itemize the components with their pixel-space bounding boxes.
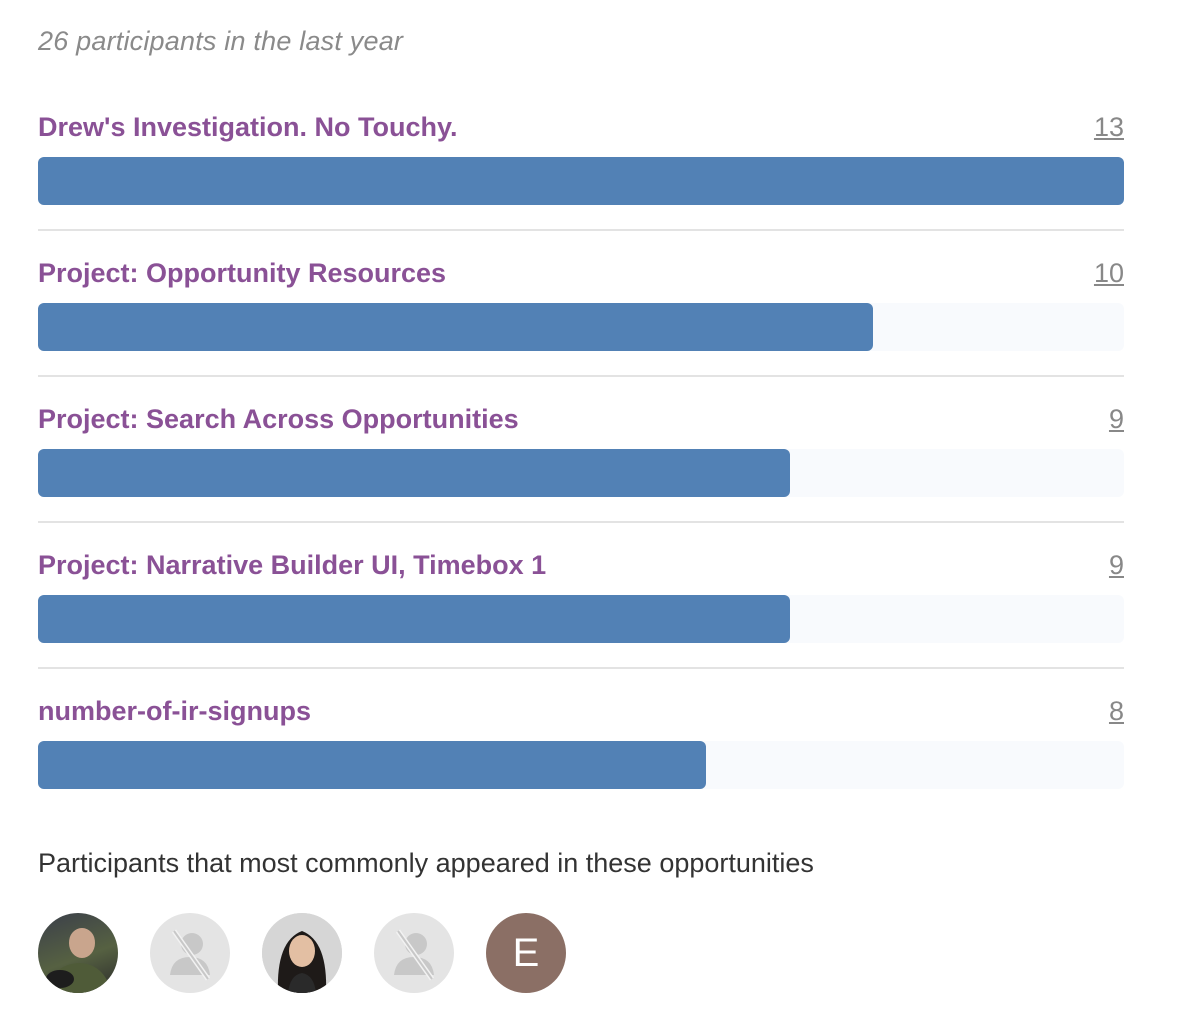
opportunity-count-link[interactable]: 10 — [1093, 258, 1124, 288]
no-user-icon — [394, 929, 435, 981]
opportunity-link[interactable]: Project: Opportunity Resources — [38, 258, 447, 288]
opportunity-count-link[interactable]: 13 — [1093, 112, 1124, 142]
opportunity-count-link[interactable]: 9 — [1108, 404, 1124, 434]
user-photo — [46, 928, 112, 993]
opportunity-count-link[interactable]: 8 — [1108, 696, 1124, 726]
bar-track — [38, 741, 1124, 789]
bar-track — [38, 157, 1124, 205]
avatar[interactable] — [262, 913, 342, 993]
user-photo — [262, 913, 342, 993]
opportunity-item: Project: Opportunity Resources 10 — [38, 246, 1124, 392]
opportunity-item: Drew's Investigation. No Touchy. 13 — [38, 100, 1124, 246]
divider — [38, 229, 1124, 231]
opportunity-item: number-of-ir-signups 8 — [38, 684, 1124, 830]
opportunity-link[interactable]: Project: Search Across Opportunities — [38, 404, 519, 434]
avatar[interactable] — [374, 913, 454, 993]
bar-fill — [38, 595, 790, 643]
divider — [38, 375, 1124, 377]
participants-title: Participants that most commonly appeared… — [38, 848, 814, 878]
opportunity-link[interactable]: Drew's Investigation. No Touchy. — [38, 112, 458, 142]
bar-track — [38, 595, 1124, 643]
bar-fill — [38, 449, 790, 497]
divider — [38, 667, 1124, 669]
opportunity-item: Project: Narrative Builder UI, Timebox 1… — [38, 538, 1124, 684]
bar-fill — [38, 741, 707, 789]
opportunity-item: Project: Search Across Opportunities 9 — [38, 392, 1124, 538]
avatar[interactable] — [38, 913, 118, 993]
bar-track — [38, 303, 1124, 351]
bar-fill — [38, 303, 874, 351]
participants-summary: 26 participants in the last year — [38, 26, 404, 56]
no-user-icon — [170, 929, 211, 981]
bar-track — [38, 449, 1124, 497]
opportunity-count-link[interactable]: 9 — [1108, 550, 1124, 580]
opportunity-link[interactable]: number-of-ir-signups — [38, 696, 311, 726]
avatar[interactable] — [150, 913, 230, 993]
opportunity-list: Drew's Investigation. No Touchy. 13 Proj… — [38, 100, 1124, 830]
avatar-initial[interactable]: E — [486, 913, 566, 993]
divider — [38, 521, 1124, 523]
avatar-list: E — [38, 913, 566, 993]
bar-fill — [38, 157, 1124, 205]
opportunity-link[interactable]: Project: Narrative Builder UI, Timebox 1 — [38, 550, 547, 580]
